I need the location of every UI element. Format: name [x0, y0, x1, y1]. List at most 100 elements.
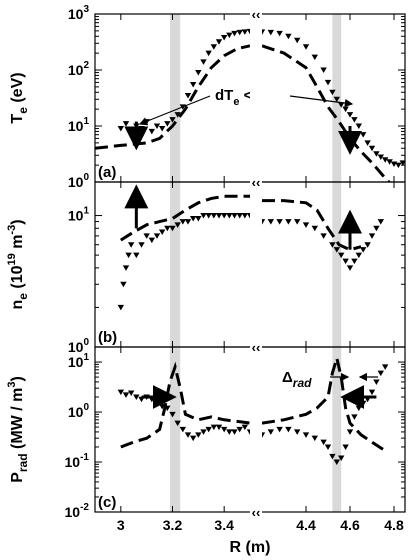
data-point: [122, 121, 130, 127]
y-tick-label: 100: [68, 172, 90, 190]
data-point: [276, 30, 283, 37]
data-point: [127, 242, 135, 248]
data-point: [153, 123, 161, 129]
data-point: [174, 222, 181, 228]
panel-1: 100 101 ne (1019 m-3) (b): [6, 181, 406, 355]
data-point: [320, 67, 327, 73]
data-point: [133, 252, 140, 259]
data-point: [210, 424, 218, 431]
data-point: [399, 160, 405, 166]
data-point: [355, 405, 362, 412]
data-point: [215, 424, 223, 431]
data-point: [138, 242, 145, 248]
data-point: [200, 59, 207, 65]
data-point: [276, 219, 283, 225]
data-point: [195, 215, 202, 222]
data-point: [195, 432, 202, 438]
data-point: [241, 213, 249, 219]
data-point: [184, 219, 192, 225]
shaded-bands: [169, 14, 342, 512]
data-point: [382, 364, 389, 370]
model-curve-1: [261, 352, 384, 451]
data-point: [231, 429, 238, 435]
data-point: [174, 420, 181, 427]
data-point: [205, 50, 212, 57]
shaded-band-1: [332, 14, 342, 512]
model-curve-0: [120, 361, 251, 449]
axis-break-symbol: ‹‹: [252, 7, 261, 22]
data-point: [117, 389, 125, 396]
data-point: [360, 132, 367, 138]
data-point: [333, 459, 340, 466]
panel-2: 10-2 10-1 100 101 Prad (MW / m3) (c) Δrad: [6, 346, 406, 520]
data-point: [148, 237, 156, 244]
data-point: [338, 252, 345, 259]
data-point: [333, 96, 340, 103]
data-point: [373, 379, 380, 385]
axis-break-symbol: ‹‹: [252, 505, 261, 520]
data-point: [205, 213, 212, 219]
y-tick-label: 103: [68, 4, 90, 22]
delta-rad-annotation: Δrad: [282, 369, 312, 390]
data-point: [302, 432, 310, 438]
data-point: [285, 426, 292, 433]
data-point: [311, 225, 318, 232]
model-curve-0: [120, 194, 250, 242]
data-point: [311, 435, 318, 442]
data-point: [241, 29, 249, 35]
data-point: [220, 35, 228, 41]
data-point: [138, 126, 145, 132]
data-point: [267, 429, 274, 435]
data-point: [226, 429, 233, 435]
data-point: [342, 444, 349, 450]
data-point: [294, 429, 301, 435]
x-axis: 3 3.2 3.4 4.4 4.6 4.8 ‹‹ ‹‹ ‹‹ ‹‹ R (m): [117, 7, 404, 556]
data-point: [195, 70, 202, 76]
data-point: [158, 126, 166, 132]
data-point: [267, 29, 274, 36]
axis-break-gap: [250, 12, 262, 514]
data-point: [189, 215, 197, 222]
y-tick-label: 100: [68, 337, 90, 355]
data-point: [231, 30, 238, 37]
data-point: [236, 426, 243, 433]
data-point: [294, 37, 301, 44]
data-point: [210, 44, 218, 50]
x-tick-label: 4.4: [296, 517, 316, 533]
data-point: [122, 392, 130, 398]
axis-break-symbol: ‹‹: [252, 340, 261, 355]
data-point: [125, 252, 132, 259]
data-point: [333, 247, 340, 253]
data-point: [377, 370, 384, 377]
data-point: [351, 117, 358, 123]
data-point: [377, 154, 384, 160]
x-tick-label: 4.8: [384, 517, 404, 533]
data-point: [373, 151, 380, 157]
data-point: [364, 140, 371, 146]
data-point: [368, 145, 376, 152]
data-point: [164, 225, 171, 232]
shaded-band-0: [169, 14, 181, 512]
data-point: [220, 213, 228, 219]
data-point: [236, 29, 243, 36]
y-tick-label: 100: [68, 402, 90, 420]
data-point: [117, 126, 125, 132]
data-point: [324, 79, 332, 86]
data-point: [200, 213, 207, 219]
axis-break-symbol: ‹‹: [252, 175, 261, 190]
data-point: [179, 219, 187, 225]
data-point: [346, 112, 354, 118]
data-point: [189, 82, 197, 88]
y-axis-label: Prad (MW / m3): [6, 376, 30, 483]
y-tick-label: 10-2: [65, 502, 90, 520]
data-point: [148, 128, 156, 135]
data-point: [143, 233, 150, 239]
data-point: [120, 281, 127, 288]
x-tick-label: 4.6: [340, 517, 360, 533]
data-point: [184, 432, 192, 438]
data-point: [386, 159, 393, 165]
y-axis-label: Te (eV): [9, 72, 30, 123]
